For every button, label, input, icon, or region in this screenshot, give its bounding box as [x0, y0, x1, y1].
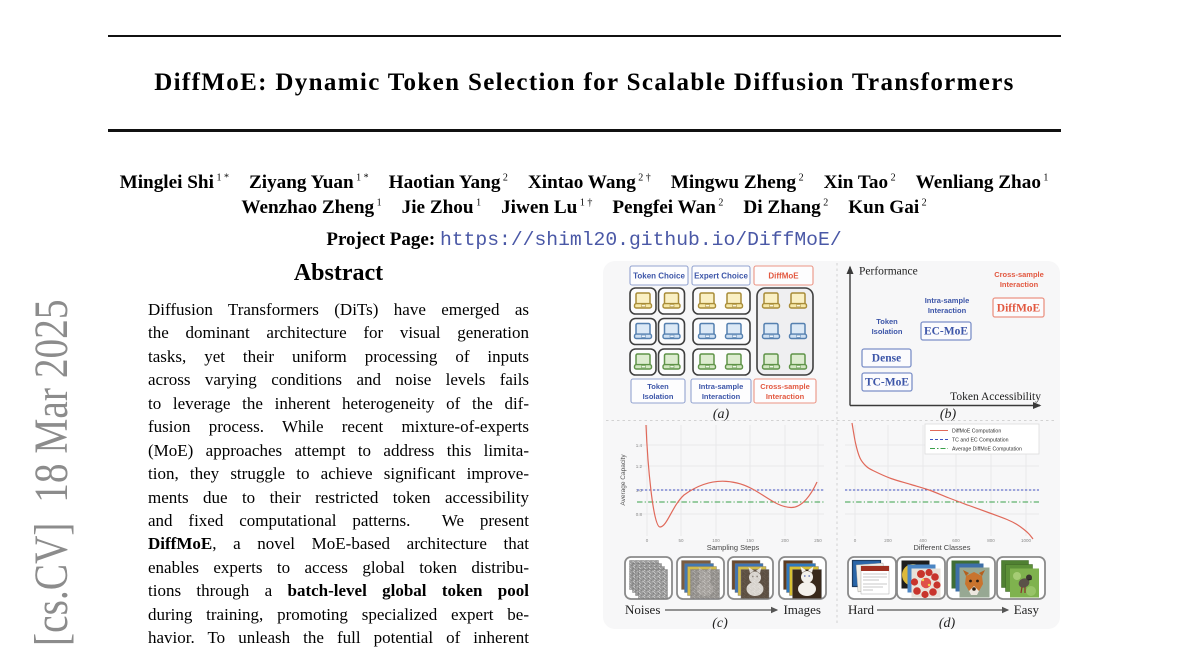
- svg-text:TC-MoE: TC-MoE: [865, 377, 909, 389]
- svg-text:DiffMoE Computation: DiffMoE Computation: [952, 429, 1001, 435]
- svg-text:250: 250: [814, 538, 822, 543]
- svg-text:Cross-sample: Cross-sample: [994, 270, 1044, 279]
- svg-text:200: 200: [781, 538, 789, 543]
- svg-text:200: 200: [884, 538, 892, 543]
- svg-text:Isolation: Isolation: [643, 392, 674, 401]
- svg-text:600: 600: [952, 538, 960, 543]
- svg-text:Token: Token: [647, 382, 669, 391]
- svg-text:800: 800: [987, 538, 995, 543]
- svg-text:0: 0: [646, 538, 649, 543]
- svg-text:0.8: 0.8: [636, 512, 643, 517]
- svg-text:(a): (a): [713, 407, 730, 422]
- svg-text:Isolation: Isolation: [872, 327, 903, 336]
- svg-text:Token Choice: Token Choice: [633, 272, 685, 281]
- svg-text:Cross-sample: Cross-sample: [760, 382, 810, 391]
- svg-text:Easy: Easy: [1014, 602, 1040, 617]
- svg-text:DiffMoE: DiffMoE: [768, 272, 799, 281]
- svg-text:(b): (b): [940, 407, 957, 422]
- svg-text:Token: Token: [876, 317, 898, 326]
- svg-text:100: 100: [712, 538, 720, 543]
- svg-text:Average DiffMoE Computation: Average DiffMoE Computation: [952, 447, 1022, 453]
- svg-text:Different Classes: Different Classes: [914, 543, 971, 552]
- svg-text:Interaction: Interaction: [1000, 280, 1039, 289]
- svg-text:(c): (c): [712, 616, 728, 629]
- svg-text:Expert Choice: Expert Choice: [694, 272, 748, 281]
- svg-text:1.4: 1.4: [636, 443, 643, 448]
- svg-text:TC and EC Computation: TC and EC Computation: [952, 438, 1009, 444]
- svg-text:Noises: Noises: [625, 602, 660, 617]
- svg-text:Performance: Performance: [859, 266, 918, 278]
- svg-text:EC-MoE: EC-MoE: [924, 326, 968, 338]
- svg-text:Intra-sample: Intra-sample: [699, 382, 744, 391]
- svg-text:50: 50: [678, 538, 684, 543]
- svg-text:0: 0: [854, 538, 857, 543]
- svg-text:Dense: Dense: [872, 353, 901, 365]
- svg-text:Interaction: Interaction: [702, 392, 741, 401]
- svg-text:Token Accessibility: Token Accessibility: [950, 391, 1041, 403]
- svg-text:Intra-sample: Intra-sample: [925, 296, 970, 305]
- svg-text:Interaction: Interaction: [928, 306, 967, 315]
- svg-text:Interaction: Interaction: [766, 392, 805, 401]
- svg-text:DiffMoE: DiffMoE: [997, 303, 1041, 315]
- svg-text:Sampling Steps: Sampling Steps: [707, 543, 760, 552]
- svg-text:1.2: 1.2: [636, 464, 643, 469]
- svg-text:150: 150: [746, 538, 754, 543]
- svg-text:1000: 1000: [1021, 538, 1032, 543]
- svg-text:(d): (d): [939, 616, 956, 629]
- svg-text:Hard: Hard: [848, 602, 874, 617]
- svg-text:Images: Images: [783, 602, 821, 617]
- svg-text:400: 400: [919, 538, 927, 543]
- svg-text:Average Capacity: Average Capacity: [620, 454, 627, 506]
